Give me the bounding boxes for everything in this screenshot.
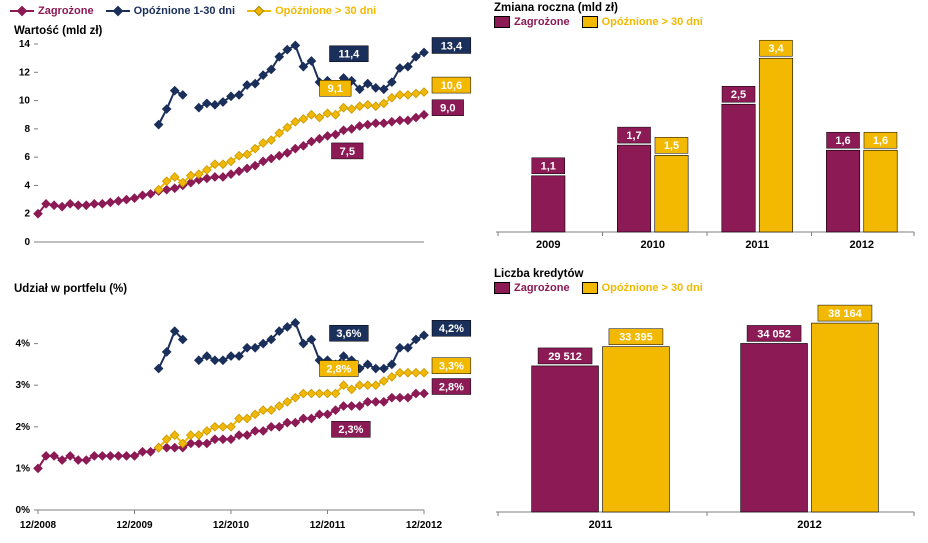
legend-item: Zagrożone [494, 282, 570, 294]
svg-text:4%: 4% [16, 339, 31, 350]
bar-opoznione-gt30 [812, 323, 879, 512]
legend-item: Zagrożone [10, 4, 94, 18]
bar-zagrozone [532, 176, 565, 232]
svg-text:2,8%: 2,8% [326, 363, 351, 375]
svg-text:2: 2 [24, 209, 30, 220]
svg-text:10: 10 [19, 96, 31, 107]
bar-legend: Zagrożone Opóźnione > 30 dni [494, 282, 703, 294]
svg-text:9,1: 9,1 [328, 83, 343, 95]
svg-text:4,2%: 4,2% [439, 323, 464, 335]
svg-text:12/2011: 12/2011 [310, 520, 346, 531]
svg-text:0%: 0% [16, 505, 31, 516]
bar-opoznione-gt30 [759, 58, 792, 232]
bar-opoznione-gt30 [864, 150, 897, 232]
svg-text:2010: 2010 [641, 239, 665, 251]
svg-text:3%: 3% [16, 380, 31, 391]
legend-label: Zagrożone [514, 282, 570, 294]
svg-text:2,3%: 2,3% [338, 424, 363, 436]
svg-text:12/2010: 12/2010 [213, 520, 250, 531]
bar-opoznione-gt30 [655, 155, 688, 232]
legend-item: Opóźnione 1-30 dni [106, 4, 235, 18]
svg-text:0: 0 [24, 237, 30, 248]
svg-text:1,5: 1,5 [664, 140, 679, 152]
legend-label: Opóźnione > 30 dni [275, 5, 376, 17]
svg-text:14: 14 [19, 39, 31, 50]
svg-text:2009: 2009 [536, 239, 560, 251]
svg-text:6: 6 [24, 152, 30, 163]
svg-text:38 164: 38 164 [828, 308, 863, 320]
svg-text:8: 8 [24, 124, 30, 135]
svg-text:12/2009: 12/2009 [116, 520, 153, 531]
svg-text:34 052: 34 052 [757, 328, 791, 340]
svg-text:2,5: 2,5 [731, 89, 746, 101]
share-chart: Udział w portfelu (%) 0% 1% 2% 3% 4% 12/2008 12… [4, 278, 474, 538]
chart-title: Wartość (mld zł) [14, 25, 103, 37]
svg-text:9,0: 9,0 [440, 103, 455, 115]
svg-text:13,4: 13,4 [441, 40, 463, 52]
svg-text:1,1: 1,1 [541, 161, 556, 173]
svg-text:12/2008: 12/2008 [20, 520, 57, 531]
svg-text:33 395: 33 395 [619, 332, 653, 344]
bar-zagrozone [722, 104, 755, 232]
annual-change-chart: Zmiana roczna (mld zł) Zagrożone Opóźnione… [486, 2, 924, 263]
legend-label: Zagrożone [38, 5, 94, 17]
legend-item: Opóźnione > 30 dni [582, 282, 703, 294]
left-legend: Zagrożone Opóźnione 1-30 dni Opóźnione > 3… [10, 4, 376, 18]
svg-text:1,7: 1,7 [626, 130, 641, 142]
svg-text:1,6: 1,6 [835, 135, 850, 147]
legend-label: Opóźnione > 30 dni [602, 282, 703, 294]
bar-zagrozone [826, 150, 859, 232]
bar-zagrozone [532, 366, 599, 512]
svg-text:2012: 2012 [850, 239, 874, 251]
bar-zagrozone [617, 145, 650, 232]
svg-text:12/2012: 12/2012 [406, 520, 443, 531]
svg-text:1%: 1% [16, 463, 31, 474]
bar-legend: Zagrożone Opóźnione > 30 dni [494, 16, 703, 28]
legend-label: Zagrożone [514, 16, 570, 28]
svg-text:10,6: 10,6 [441, 80, 462, 92]
legend-label: Opóźnione > 30 dni [602, 16, 703, 28]
svg-text:3,3%: 3,3% [439, 361, 464, 373]
svg-text:3,4: 3,4 [768, 43, 784, 55]
svg-text:2012: 2012 [797, 519, 821, 531]
legend-item: Opóźnione > 30 dni [247, 4, 376, 18]
legend-label: Opóźnione 1-30 dni [134, 5, 235, 17]
chart-title: Zmiana roczna (mld zł) [494, 2, 703, 14]
svg-text:7,5: 7,5 [340, 146, 355, 158]
chart-title: Liczba kredytów [494, 268, 703, 280]
svg-text:12: 12 [19, 67, 31, 78]
legend-item: Opóźnione > 30 dni [582, 16, 703, 28]
svg-text:3,6%: 3,6% [336, 328, 361, 340]
svg-text:11,4: 11,4 [338, 49, 360, 61]
legend-item: Zagrożone [494, 16, 570, 28]
svg-text:2%: 2% [16, 422, 31, 433]
svg-text:4: 4 [24, 180, 30, 191]
chart-title: Udział w portfelu (%) [14, 283, 127, 295]
loan-count-chart: Liczba kredytów Zagrożone Opóźnione > 30 d… [486, 268, 924, 543]
svg-text:29 512: 29 512 [548, 351, 582, 363]
bar-opoznione-gt30 [603, 347, 670, 512]
svg-text:2011: 2011 [745, 239, 769, 251]
svg-text:2011: 2011 [589, 519, 613, 531]
bar-zagrozone [741, 343, 808, 512]
svg-text:1,6: 1,6 [873, 135, 888, 147]
svg-text:2,8%: 2,8% [439, 381, 464, 393]
value-chart: Wartość (mld zł) 0 2 4 6 8 10 12 14 11,4 13,4 9,1 10… [4, 20, 474, 270]
